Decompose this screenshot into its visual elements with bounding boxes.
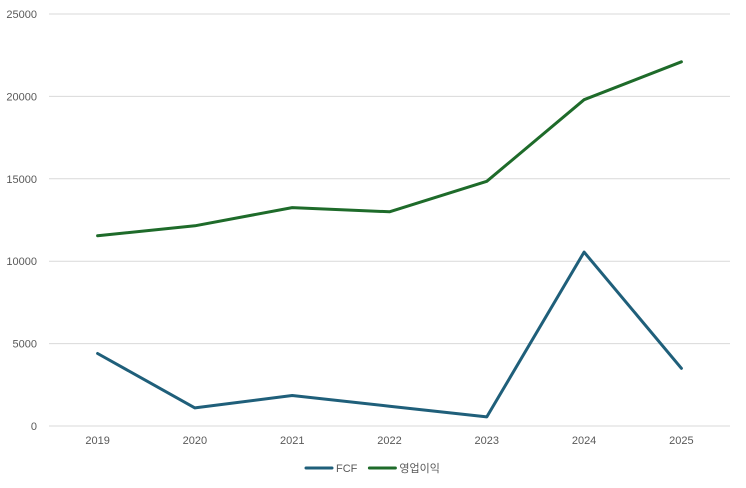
- legend-label: FCF: [336, 463, 358, 475]
- series-line-1: [96, 60, 683, 238]
- x-tick-label: 2020: [183, 435, 207, 447]
- x-tick-label: 2024: [572, 435, 596, 447]
- x-tick-label: 2019: [85, 435, 109, 447]
- gridlines: [49, 13, 730, 427]
- y-tick-label: 5000: [13, 339, 37, 351]
- legend-label: 영업이익: [399, 462, 439, 475]
- x-tick-label: 2021: [280, 435, 304, 447]
- x-axis-ticks: 2019 2020 2021 2022 2023 2024 2025: [85, 435, 693, 447]
- x-tick-label: 2025: [669, 435, 693, 447]
- series-lines: [96, 60, 683, 419]
- y-tick-label: 25000: [6, 9, 37, 21]
- y-axis-ticks: 0 5000 10000 15000 20000 25000: [6, 9, 37, 433]
- y-tick-label: 0: [31, 421, 37, 433]
- y-tick-label: 15000: [6, 174, 37, 186]
- y-tick-label: 20000: [6, 91, 37, 103]
- y-tick-label: 10000: [6, 256, 37, 268]
- series-line-0: [96, 250, 683, 419]
- x-tick-label: 2023: [475, 435, 499, 447]
- x-tick-label: 2022: [377, 435, 401, 447]
- legend: FCF 영업이익: [304, 462, 440, 475]
